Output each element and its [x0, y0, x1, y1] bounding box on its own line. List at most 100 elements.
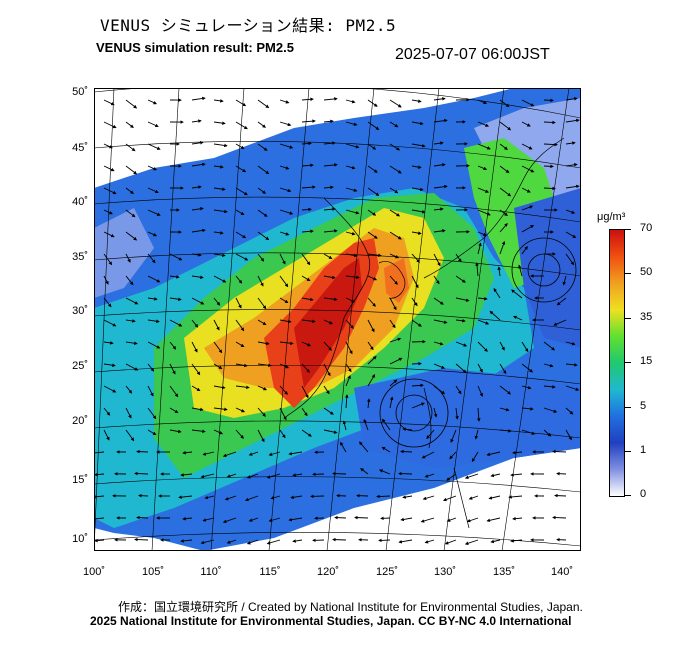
wind-arrow — [136, 515, 149, 520]
wind-arrow — [191, 185, 202, 189]
wind-arrow — [301, 97, 314, 102]
wind-vectors — [94, 96, 580, 545]
wind-arrow — [125, 341, 138, 345]
wind-arrow — [94, 472, 105, 477]
colorbar-label-70: 70 — [640, 222, 653, 234]
wind-arrow — [279, 297, 289, 304]
wind-arrow — [367, 165, 378, 173]
wind-arrow — [147, 143, 161, 150]
wind-arrow — [288, 451, 303, 456]
wind-arrow — [213, 297, 221, 306]
wind-arrow — [354, 515, 369, 520]
wind-arrow — [411, 319, 422, 327]
wind-arrow — [200, 473, 215, 479]
wind-arrow — [389, 99, 402, 108]
wind-arrow — [169, 363, 176, 375]
wind-arrow — [455, 318, 466, 323]
wind-arrow — [442, 495, 457, 502]
lat-label-35: 35˚ — [72, 251, 88, 263]
wind-arrow — [202, 451, 215, 456]
wind-arrow — [147, 385, 154, 397]
wind-arrow — [279, 209, 294, 215]
wind-arrow — [521, 385, 532, 390]
wind-arrow — [389, 379, 398, 387]
wind-arrow — [301, 429, 312, 437]
map-border — [94, 88, 581, 551]
wind-arrow — [477, 319, 490, 325]
wind-arrow — [147, 275, 161, 283]
wind-arrow — [213, 407, 228, 412]
wind-arrow — [103, 121, 117, 129]
wind-arrow — [235, 143, 245, 150]
wind-arrow — [521, 165, 535, 173]
wind-arrow — [226, 539, 237, 544]
wind-arrow — [552, 515, 567, 520]
wind-arrow — [213, 99, 224, 103]
wind-arrow — [411, 253, 420, 263]
wind-arrow — [268, 451, 281, 456]
wind-arrow — [497, 266, 501, 277]
wind-arrow — [323, 429, 338, 434]
wind-arrow — [125, 99, 138, 109]
wind-arrow — [477, 99, 488, 105]
wind-arrow — [499, 407, 510, 412]
wind-arrow — [367, 209, 377, 216]
wind-arrow — [103, 165, 115, 172]
field-korea-orange — [384, 258, 409, 303]
wind-arrow — [565, 209, 576, 214]
wind-arrow — [376, 494, 391, 499]
wind-arrow — [543, 164, 554, 169]
wind-arrow — [178, 495, 193, 499]
wind-arrow — [222, 451, 237, 458]
wind-arrow — [323, 207, 336, 211]
wind-arrow — [125, 143, 136, 152]
wind-arrow — [191, 141, 204, 145]
lat-label-20: 20˚ — [72, 415, 88, 427]
wind-arrow — [191, 162, 206, 167]
wind-arrow — [191, 363, 201, 376]
wind-arrow — [464, 473, 479, 479]
wind-arrow — [340, 441, 347, 453]
wind-arrow — [345, 121, 358, 126]
wind-arrow — [213, 363, 223, 370]
lon-label-100: 100˚ — [82, 566, 106, 578]
wind-arrow — [200, 539, 215, 545]
wind-arrow — [323, 341, 332, 351]
wind-arrow — [213, 341, 223, 354]
wind-arrow — [367, 341, 374, 351]
wind-arrow — [455, 275, 466, 283]
wind-arrow — [182, 516, 193, 521]
lon-label-130: 130˚ — [433, 566, 457, 578]
wind-arrow — [169, 297, 182, 301]
wind-arrow — [543, 385, 556, 389]
wind-arrow — [464, 539, 479, 545]
wind-arrow — [257, 143, 268, 151]
wind-arrow — [562, 275, 567, 286]
wind-arrow — [288, 517, 303, 522]
wind-arrow — [543, 341, 556, 351]
wind-arrow — [292, 539, 303, 543]
wind-arrow — [147, 231, 158, 237]
wind-arrow — [235, 319, 245, 332]
wind-arrow — [213, 187, 226, 191]
wind-arrow — [301, 141, 312, 146]
wind-arrow — [499, 209, 508, 216]
wind-arrow — [257, 121, 267, 128]
wind-arrow — [433, 319, 448, 324]
wind-arrow — [411, 99, 422, 103]
wind-arrow — [433, 363, 446, 369]
wind-arrow — [556, 297, 567, 306]
wind-arrow — [543, 429, 552, 437]
wind-arrow — [134, 537, 149, 542]
wind-arrow — [499, 165, 510, 174]
wind-arrow — [433, 97, 446, 101]
wind-arrow — [279, 341, 294, 346]
wind-arrow — [466, 517, 479, 523]
wind-arrow — [279, 187, 292, 193]
wind-arrow — [222, 517, 237, 524]
wind-arrow — [147, 99, 158, 105]
wind-arrow — [103, 231, 115, 238]
wind-arrow — [476, 407, 481, 422]
wind-arrow — [257, 165, 270, 175]
wind-arrow — [345, 374, 351, 387]
